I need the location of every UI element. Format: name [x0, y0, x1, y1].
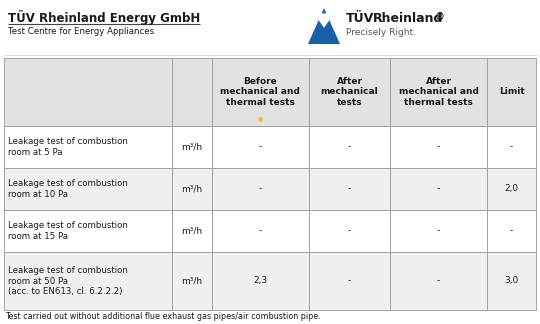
Polygon shape	[308, 8, 340, 44]
Text: TÜV: TÜV	[346, 12, 374, 25]
Text: -: -	[259, 143, 262, 152]
Bar	[172, 126, 212, 168]
Bar	[309, 210, 390, 252]
Text: -: -	[259, 184, 262, 193]
Bar	[309, 168, 390, 210]
Bar	[172, 168, 212, 210]
Text: -: -	[259, 226, 262, 236]
Text: m³/h: m³/h	[181, 226, 202, 236]
Bar	[172, 252, 212, 310]
Text: Leakage test of combustion
room at 10 Pa: Leakage test of combustion room at 10 Pa	[8, 179, 128, 199]
Text: Leakage test of combustion
room at 5 Pa: Leakage test of combustion room at 5 Pa	[8, 137, 128, 157]
Text: Test Centre for Energy Appliances: Test Centre for Energy Appliances	[8, 27, 154, 36]
Text: -: -	[437, 184, 440, 193]
Bar	[212, 210, 309, 252]
Bar	[390, 252, 487, 310]
Text: Rheinland: Rheinland	[373, 12, 443, 25]
Text: Precisely Right.: Precisely Right.	[346, 28, 416, 37]
Bar	[487, 58, 536, 126]
Text: -: -	[510, 143, 514, 152]
Bar	[309, 252, 390, 310]
Bar	[309, 126, 390, 168]
Bar	[212, 168, 309, 210]
Text: Limit: Limit	[499, 87, 524, 97]
Text: m³/h: m³/h	[181, 143, 202, 152]
Text: Test carried out without additional flue exhaust gas pipes/air combustion pipe.: Test carried out without additional flue…	[5, 312, 321, 321]
Text: -: -	[348, 226, 351, 236]
Text: -: -	[437, 143, 440, 152]
Text: 2,0: 2,0	[504, 184, 519, 193]
Text: After
mechanical and
thermal tests: After mechanical and thermal tests	[399, 77, 478, 107]
Bar	[4, 126, 172, 168]
Bar	[212, 58, 309, 126]
Bar	[390, 58, 487, 126]
Bar	[4, 58, 172, 126]
Bar	[4, 168, 172, 210]
Text: -: -	[348, 276, 351, 285]
Bar	[212, 126, 309, 168]
Bar	[487, 168, 536, 210]
Text: Leakage test of combustion
room at 15 Pa: Leakage test of combustion room at 15 Pa	[8, 221, 128, 241]
Bar	[4, 252, 172, 310]
Bar	[4, 210, 172, 252]
Text: 2,3: 2,3	[253, 276, 267, 285]
Text: Before
mechanical and
thermal tests: Before mechanical and thermal tests	[220, 77, 300, 107]
Bar	[172, 210, 212, 252]
Text: m³/h: m³/h	[181, 276, 202, 285]
Text: Leakage test of combustion
room at 50 Pa
(acc. to EN613, cl. 6.2.2.2): Leakage test of combustion room at 50 Pa…	[8, 266, 128, 296]
Text: -: -	[348, 184, 351, 193]
Bar	[390, 168, 487, 210]
Text: After
mechanical
tests: After mechanical tests	[321, 77, 379, 107]
Text: ®: ®	[435, 12, 445, 22]
Text: TÜV Rheinland Energy GmbH: TÜV Rheinland Energy GmbH	[8, 10, 200, 25]
Text: -: -	[510, 226, 514, 236]
Bar	[309, 58, 390, 126]
Bar	[212, 252, 309, 310]
Text: -: -	[348, 143, 351, 152]
Text: -: -	[437, 226, 440, 236]
Text: -: -	[437, 276, 440, 285]
Text: 3,0: 3,0	[504, 276, 519, 285]
Bar	[487, 126, 536, 168]
Bar	[487, 252, 536, 310]
Bar	[390, 210, 487, 252]
Bar	[487, 210, 536, 252]
Text: m³/h: m³/h	[181, 184, 202, 193]
Bar	[172, 58, 212, 126]
Bar	[390, 126, 487, 168]
Polygon shape	[314, 13, 334, 28]
